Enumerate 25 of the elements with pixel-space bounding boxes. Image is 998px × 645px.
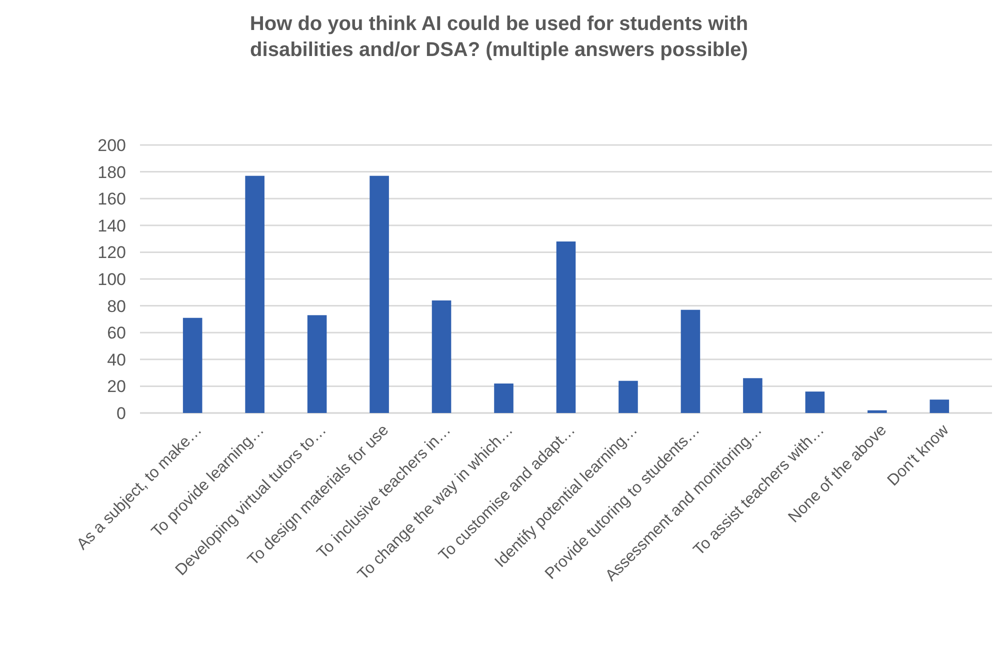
bar: [307, 315, 327, 413]
y-tick-label: 140: [98, 216, 126, 236]
y-tick-label: 40: [107, 350, 126, 370]
bar: [743, 378, 762, 413]
y-tick-label: 180: [98, 162, 126, 182]
y-tick-label: 100: [98, 270, 126, 289]
y-tick-label: 0: [116, 404, 126, 423]
y-tick-label: 120: [98, 243, 126, 262]
bar: [805, 392, 825, 413]
bar: [370, 176, 389, 413]
bar: [930, 400, 950, 413]
bar: [868, 410, 887, 413]
y-tick-label: 60: [107, 324, 126, 343]
chart-title: How do you think AI could be used for students with disabilities and/or DSA? (multiple answers possible): [250, 13, 748, 61]
y-tick-label: 200: [98, 136, 126, 155]
bar: [245, 176, 264, 413]
bar: [182, 318, 202, 413]
y-tick-label: 80: [107, 296, 126, 316]
bar: [618, 380, 638, 413]
bar: [680, 310, 700, 413]
bar: [494, 384, 514, 413]
bar: [432, 300, 452, 413]
y-tick-label: 160: [98, 190, 126, 209]
y-tick-label: 20: [107, 377, 126, 396]
bar: [556, 241, 576, 413]
